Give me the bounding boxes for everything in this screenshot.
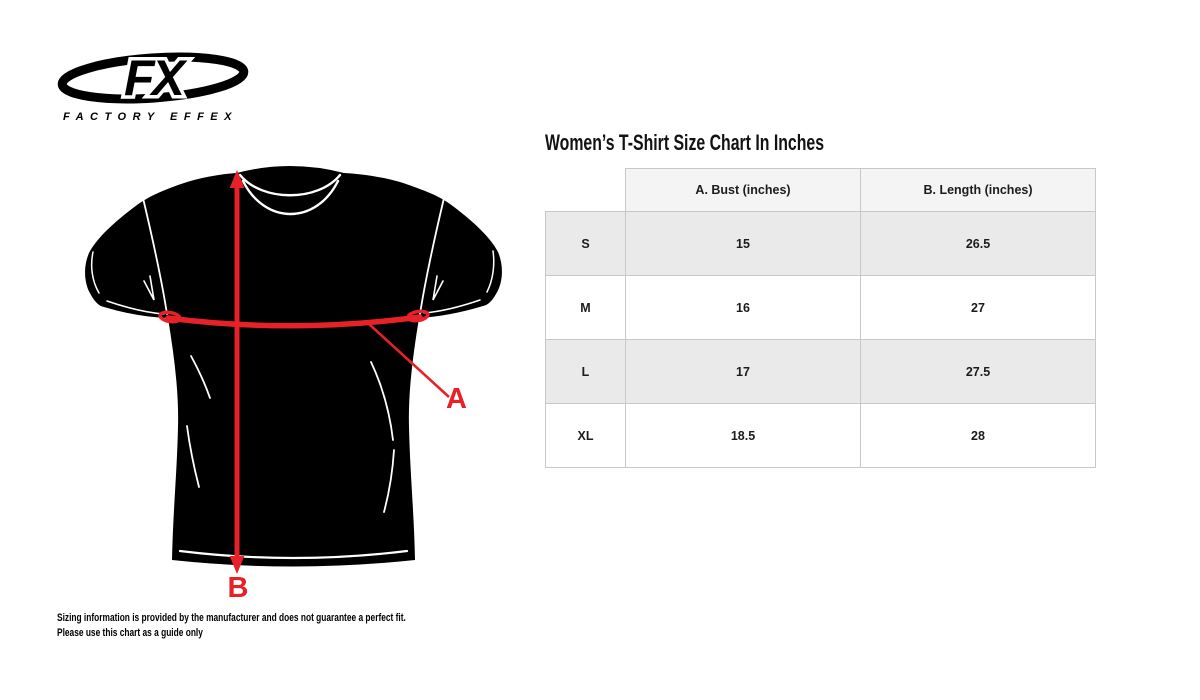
- arrow-down-icon: [229, 556, 245, 574]
- disclaimer: Sizing information is provided by the ma…: [57, 611, 406, 640]
- bust-cell: 18.5: [625, 403, 861, 468]
- length-cell: 26.5: [860, 211, 1096, 276]
- size-row-xl: XL 18.5 28: [545, 403, 1096, 468]
- col-header-length: B. Length (inches): [860, 168, 1096, 212]
- length-label-b: B: [227, 572, 249, 604]
- col-header-blank: [546, 169, 626, 212]
- logo-ellipse: [57, 52, 249, 104]
- bust-line-right-loop: [406, 309, 430, 323]
- fx-logo-icon: FX: [57, 50, 249, 110]
- size-row-s: S 15 26.5: [545, 211, 1096, 276]
- size-cell: XL: [545, 403, 626, 468]
- bust-line-left-loop: [158, 310, 182, 324]
- tshirt-silhouette: [85, 166, 502, 567]
- tshirt-illustration: [85, 166, 502, 574]
- size-cell: M: [545, 275, 626, 340]
- bust-label-a: A: [446, 383, 467, 415]
- tshirt-stitch-details: [90, 173, 495, 560]
- measurement-lines: [158, 170, 450, 574]
- length-cell: 28: [860, 403, 1096, 468]
- size-cell: L: [545, 339, 626, 404]
- size-chart-table: A. Bust (inches) B. Length (inches) S 15…: [545, 168, 1096, 468]
- size-row-m: M 16 27: [545, 275, 1096, 340]
- length-cell: 27: [860, 275, 1096, 340]
- bust-pointer-line: [368, 323, 450, 398]
- bust-cell: 17: [625, 339, 861, 404]
- tshirt-measurement-diagram: A B: [40, 140, 520, 620]
- disclaimer-line2: Please use this chart as a guide only: [57, 626, 203, 639]
- logo-fx-text: FX: [124, 50, 188, 106]
- bust-measure-line: [165, 314, 423, 329]
- brand-logo: FX FACTORY EFFEX: [55, 50, 255, 123]
- length-cell: 27.5: [860, 339, 1096, 404]
- size-cell: S: [545, 211, 626, 276]
- header-row: A. Bust (inches) B. Length (inches): [546, 168, 1096, 212]
- size-row-l: L 17 27.5: [545, 339, 1096, 404]
- size-chart-title: Women’s T-Shirt Size Chart In Inches: [545, 130, 825, 155]
- bust-cell: 16: [625, 275, 861, 340]
- disclaimer-line1: Sizing information is provided by the ma…: [57, 612, 406, 624]
- bust-cell: 15: [625, 211, 861, 276]
- col-header-bust: A. Bust (inches): [625, 168, 861, 212]
- arrow-up-icon: [229, 170, 245, 188]
- factory-effex-subtext: FACTORY EFFEX: [63, 111, 238, 123]
